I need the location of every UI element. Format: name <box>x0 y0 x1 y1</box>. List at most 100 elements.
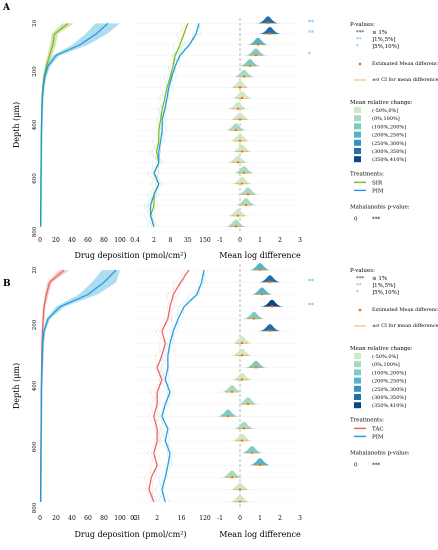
x-tick-label: 0 <box>238 515 242 522</box>
legend-mean-point <box>358 62 362 66</box>
x-tick-label: 20 <box>52 515 60 522</box>
series-log-line-SIR <box>149 23 189 227</box>
legend-pvalue-stars: *** <box>356 30 365 36</box>
density-shape <box>230 176 254 184</box>
density-shape <box>244 360 268 368</box>
mean-point <box>240 182 244 185</box>
mean-point <box>238 118 242 121</box>
x-tick-label: 3 <box>298 237 302 244</box>
mean-point <box>236 160 240 164</box>
series-line-PIM <box>40 269 117 502</box>
mean-point <box>252 317 256 320</box>
density-shape <box>240 446 264 454</box>
y-tick-label: 800 <box>32 226 38 237</box>
mean-point <box>238 139 242 142</box>
legend-swatch <box>354 361 361 368</box>
series-band-PIM <box>40 270 120 502</box>
mean-point <box>230 390 234 393</box>
legend-relchange-title: Mean relative change: <box>350 346 413 352</box>
density-shape <box>260 299 284 307</box>
x-tick-label: 0.3 <box>130 515 140 522</box>
density-shape <box>230 91 254 99</box>
mean-point <box>268 280 272 284</box>
legend-mahal-title: Mahalanobis p-value: <box>350 450 410 456</box>
x-tick-label: 0 <box>38 237 42 244</box>
density-shape <box>246 37 270 45</box>
mean-point <box>260 293 264 296</box>
replicate-line-PIM <box>146 23 201 227</box>
legend-B: P-values: *** ≤ 1% **]1%,5%] *]5%,10%] Estima… <box>350 268 438 468</box>
legend-mean-label: Estimated Mean difference <box>372 307 438 313</box>
mean-point <box>236 214 240 217</box>
y-tick-label: 400 <box>32 119 38 130</box>
legend-relchange-label: (-50%,0%] <box>372 107 398 114</box>
significance-stars: ** <box>308 278 314 285</box>
x-tick-label: 8 <box>168 237 172 244</box>
y-tick-label: 400 <box>32 380 38 391</box>
x-tick-label: 0.4 <box>130 237 140 244</box>
x-tick-label: 35 <box>184 237 192 244</box>
y-tick-label: 20 <box>32 266 38 273</box>
x-tick-label: 60 <box>84 515 92 522</box>
mean-point <box>230 476 234 479</box>
y-tick-label: 600 <box>32 441 38 452</box>
mean-point <box>258 463 262 467</box>
density-shape <box>224 123 248 131</box>
series-log-line-PIM <box>161 269 205 503</box>
legend-mahal-stars: *** <box>372 216 381 222</box>
density-shape <box>230 433 254 441</box>
x-tick-label: 80 <box>100 515 108 522</box>
legend-ci-label: ±σ CI for mean difference <box>372 77 438 83</box>
legend-relchange-label: (300%,350%] <box>372 394 406 401</box>
significance-stars: ** <box>308 30 314 37</box>
mean-point <box>242 171 246 175</box>
legend-pvalue-stars: *** <box>356 276 365 282</box>
x-tick-label: 2 <box>278 237 282 244</box>
replicate-line-PIM <box>154 269 209 503</box>
x-tick-label: 40 <box>68 515 76 522</box>
legend-relchange-label: (0%,100%] <box>372 115 400 122</box>
legend-pvalue-label: ]1%,5%] <box>372 283 396 289</box>
x-tick-label: 0 <box>238 237 242 244</box>
replicate-line-PIM <box>143 23 204 227</box>
density-shape <box>226 155 250 163</box>
replicate-line-SIR <box>146 23 187 227</box>
y-axis-label: Depth (μm) <box>12 102 21 148</box>
significance-stars: ** <box>308 303 314 310</box>
mean-point <box>234 225 238 228</box>
mean-point <box>242 427 246 430</box>
series-line-PIM <box>39 22 109 227</box>
legend-treatment-name: PIM <box>372 434 384 440</box>
density-shape <box>232 69 256 77</box>
mean-point <box>240 96 244 100</box>
legend-pvalue-stars: * <box>356 290 359 296</box>
mean-point <box>238 488 242 491</box>
mean-point <box>240 341 244 345</box>
mean-point <box>240 354 244 357</box>
legend-relchange-label: (250%,300%] <box>372 140 406 147</box>
mean-point <box>250 451 254 454</box>
density-shape <box>226 208 250 216</box>
replicate-line-TAC <box>143 270 187 503</box>
x-tick-label: 2 <box>155 515 159 522</box>
legend-swatch <box>354 131 361 138</box>
mean-point <box>254 53 258 57</box>
legend-relchange-label: (-50%,0%] <box>372 353 398 360</box>
x-tick-label: 2 <box>152 237 156 244</box>
legend-relchange-label: (300%,350%] <box>372 148 406 155</box>
density-shape <box>230 372 254 380</box>
legend-pvalue-stars: ** <box>356 283 362 289</box>
legend-treatment-name: TAC <box>372 426 384 432</box>
x-tick-label: 150 <box>199 237 211 244</box>
mean-point <box>226 415 230 418</box>
mean-point <box>234 128 238 132</box>
density-shape <box>236 187 260 195</box>
density-shape <box>258 324 282 332</box>
legend-treatment-name: PIM <box>372 188 384 194</box>
legend-pvalue-label: ≤ 1% <box>372 276 387 282</box>
mean-point <box>256 43 260 46</box>
legend-pvalue-stars: * <box>356 44 359 50</box>
legend-swatch <box>354 353 361 359</box>
